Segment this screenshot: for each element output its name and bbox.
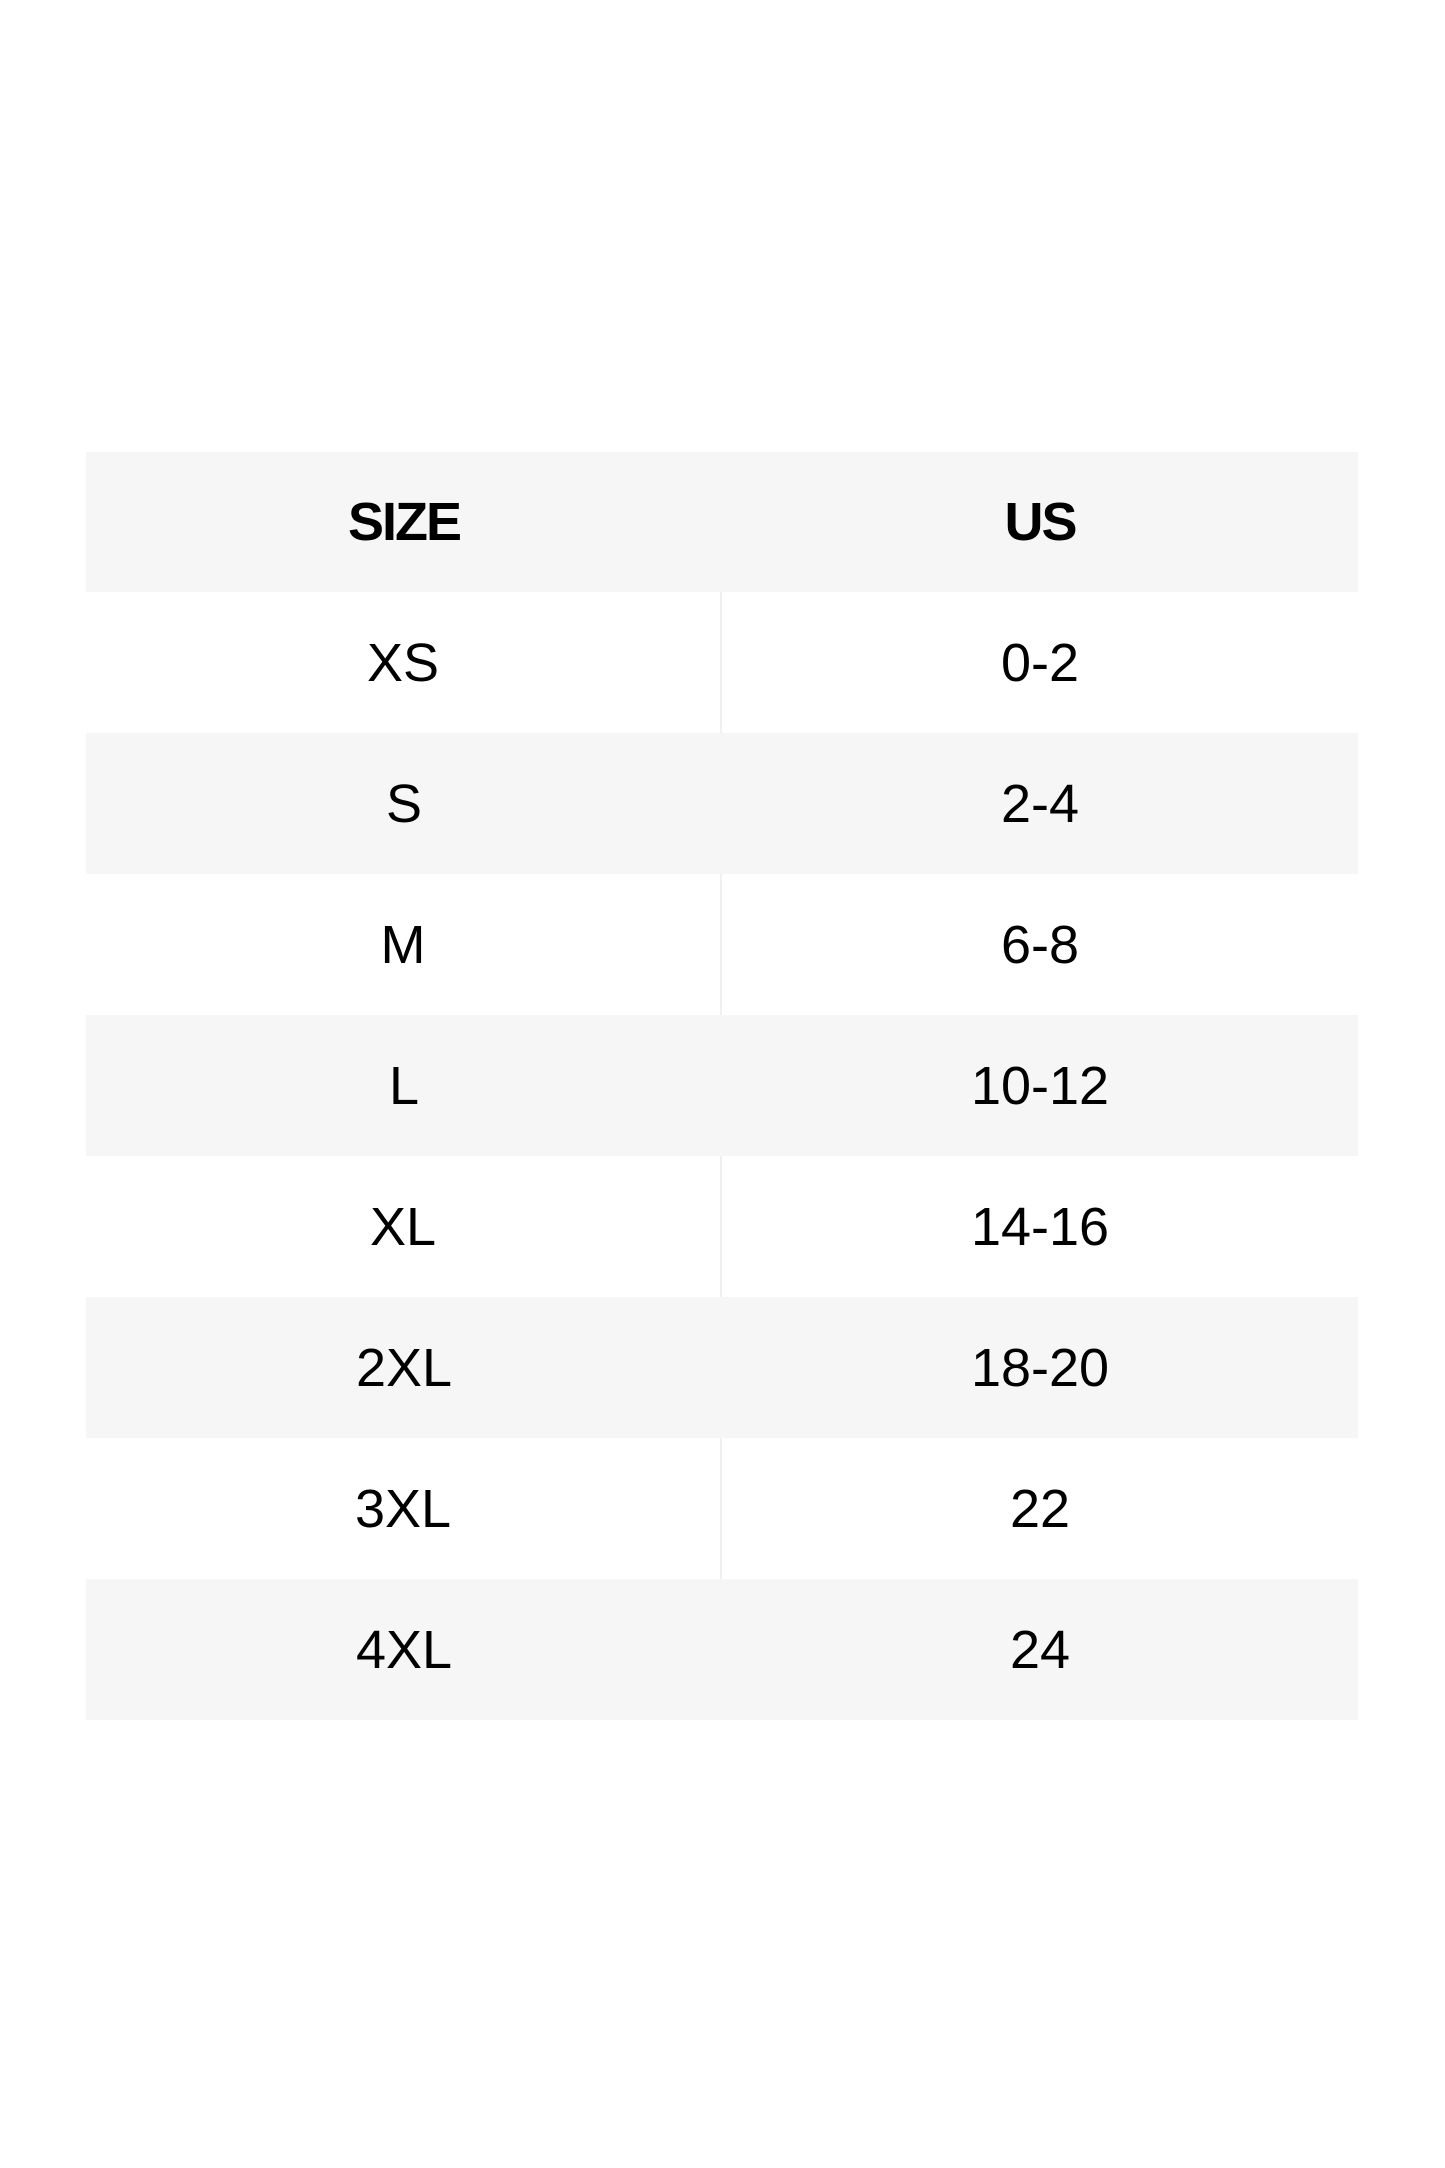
header-us: US (1004, 492, 1077, 552)
us-size-cell: 10-12 (970, 1055, 1110, 1116)
size-cell: M (86, 874, 722, 1015)
table-row: XL 14-16 (86, 1156, 1358, 1297)
us-size-cell: 18-20 (970, 1337, 1110, 1398)
size-cell: 2XL (355, 1337, 453, 1398)
us-size-cell: 6-8 (1000, 914, 1080, 975)
size-cell: L (388, 1055, 420, 1116)
table-row: S 2-4 (86, 733, 1358, 874)
size-cell: 4XL (355, 1619, 453, 1680)
size-cell: XL (86, 1156, 722, 1297)
table-row: 4XL 24 (86, 1579, 1358, 1720)
us-size-cell: 22 (1009, 1478, 1071, 1539)
us-size-cell: 24 (1009, 1619, 1071, 1680)
us-size-cell: 2-4 (1000, 773, 1080, 834)
size-chart-table: SIZE US XS 0-2 S 2-4 M 6-8 L 10-12 XL 14-16 2XL 18-… (86, 452, 1358, 1720)
us-size-cell: 0-2 (1000, 632, 1080, 693)
header-size: SIZE (347, 492, 462, 552)
table-row: M 6-8 (86, 874, 1358, 1015)
size-cell: S (385, 773, 423, 834)
size-cell: XS (86, 592, 722, 733)
table-row: 2XL 18-20 (86, 1297, 1358, 1438)
size-cell: 3XL (86, 1438, 722, 1579)
table-row: XS 0-2 (86, 592, 1358, 733)
table-row: L 10-12 (86, 1015, 1358, 1156)
us-size-cell: 14-16 (970, 1196, 1110, 1257)
table-header: SIZE US (86, 452, 1358, 592)
table-row: 3XL 22 (86, 1438, 1358, 1579)
